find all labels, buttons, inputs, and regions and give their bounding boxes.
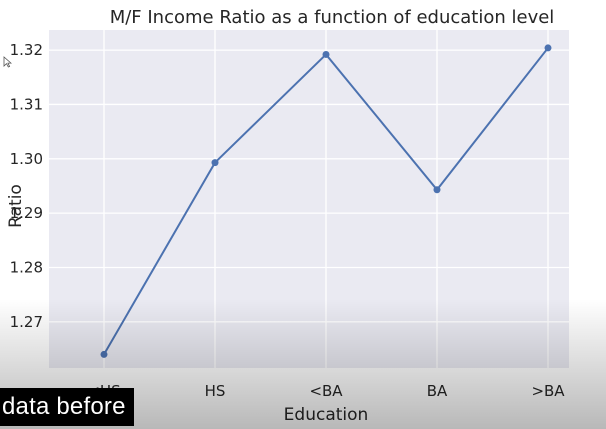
y-tick-label: 1.27 bbox=[10, 313, 43, 331]
x-tick-label: HS bbox=[205, 382, 226, 400]
plot-area bbox=[49, 30, 569, 368]
data-point bbox=[322, 50, 330, 58]
y-axis-label: Ratio bbox=[6, 184, 26, 228]
y-tick-label: 1.30 bbox=[10, 150, 43, 168]
y-tick-label: 1.32 bbox=[10, 41, 43, 59]
grid bbox=[49, 30, 569, 368]
y-tick-label: 1.31 bbox=[10, 95, 43, 113]
x-tick-label: <BA bbox=[309, 382, 343, 400]
x-axis-label: Education bbox=[284, 405, 369, 425]
caption-text: data before bbox=[0, 388, 134, 426]
chart-title: M/F Income Ratio as a function of educat… bbox=[110, 7, 555, 28]
x-tick-label: >BA bbox=[531, 382, 565, 400]
x-tick-label: BA bbox=[427, 382, 448, 400]
data-point bbox=[433, 186, 441, 194]
y-tick-label: 1.29 bbox=[10, 204, 43, 222]
series-group bbox=[100, 44, 552, 358]
data-point bbox=[100, 350, 108, 358]
data-point bbox=[211, 159, 219, 167]
y-tick-labels: 1.27 1.28 1.29 1.30 1.31 1.32 bbox=[10, 41, 43, 331]
mouse-pointer-icon bbox=[3, 56, 12, 68]
data-point bbox=[544, 44, 552, 52]
y-tick-label: 1.28 bbox=[10, 258, 43, 276]
